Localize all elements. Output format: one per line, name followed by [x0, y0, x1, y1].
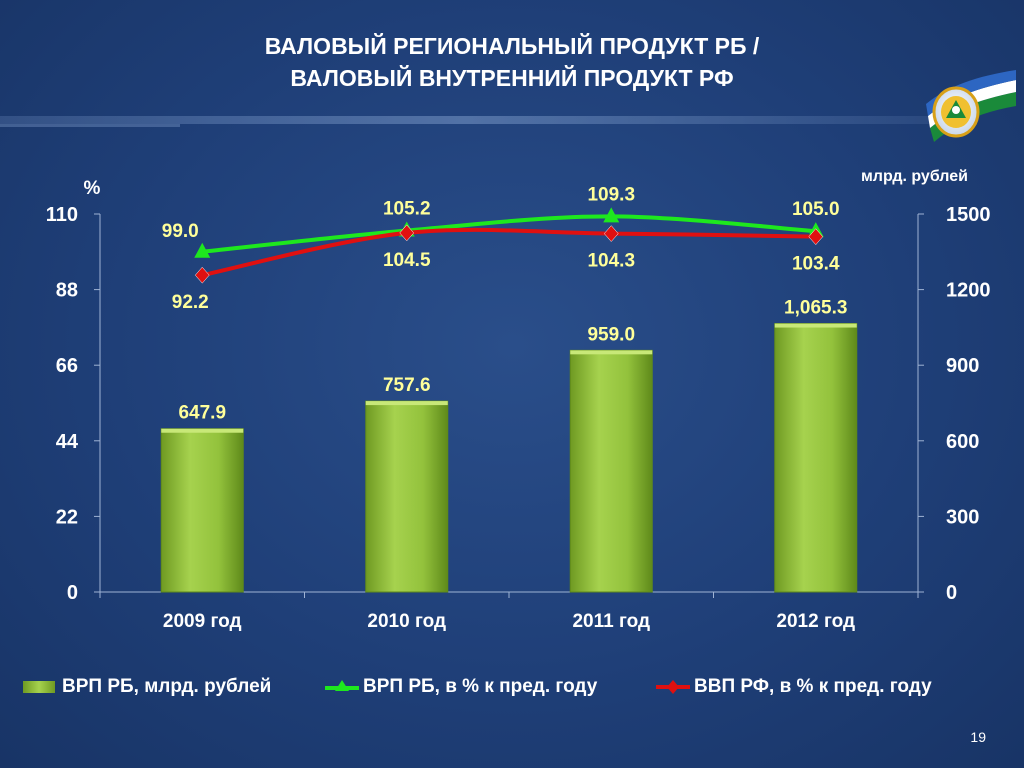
page-number: 19 — [970, 729, 986, 745]
bar — [160, 428, 244, 593]
legend-diamond-line-icon — [656, 680, 690, 694]
legend-item-green-line: ВРП РБ, в % к пред. году — [325, 675, 597, 699]
x-tick-label: 2010 год — [367, 611, 446, 632]
green-series-line — [202, 214, 816, 254]
slide-title-line2: ВАЛОВЫЙ ВНУТРЕННИЙ ПРОДУКТ РФ — [290, 65, 734, 91]
green-data-label: 105.0 — [792, 199, 840, 220]
slide-title-line1: ВАЛОВЫЙ РЕГИОНАЛЬНЫЙ ПРОДУКТ РБ / — [264, 33, 760, 59]
x-tick-label: 2012 год — [776, 611, 855, 632]
green-point-marker — [603, 207, 620, 223]
red-series-line — [201, 227, 816, 278]
red-point-marker — [399, 224, 415, 242]
legend-item-red-line: ВВП РФ, в % к пред. году — [656, 675, 932, 699]
legend-label-red-line: ВВП РФ, в % к пред. году — [694, 676, 932, 697]
green-point-marker — [194, 242, 211, 258]
red-data-label: 104.5 — [383, 250, 431, 271]
line-series — [194, 207, 824, 284]
y-right-tick-label: 1200 — [946, 280, 991, 302]
red-point-marker — [808, 228, 824, 246]
y-left-tick-label: 0 — [67, 582, 78, 604]
bashkortostan-emblem-icon — [926, 70, 1016, 142]
green-data-label: 99.0 — [162, 221, 199, 242]
bar-top-highlight — [570, 350, 653, 355]
y-right-tick-label: 600 — [946, 431, 979, 453]
y-left-axis-label: % — [84, 178, 101, 199]
bar — [365, 400, 449, 593]
bar-top-highlight — [365, 401, 448, 406]
bar-data-label: 959.0 — [587, 324, 635, 345]
bar-data-label: 757.6 — [383, 375, 431, 396]
bar-data-label: 647.9 — [178, 403, 226, 424]
bar — [569, 349, 653, 593]
title-divider — [0, 116, 930, 124]
red-point-marker — [603, 225, 619, 242]
y-right-axis-label: млрд. рублей — [861, 168, 968, 185]
y-left-tick-label: 88 — [56, 280, 78, 302]
red-point-marker — [194, 266, 210, 284]
green-data-label: 109.3 — [587, 184, 635, 205]
legend-triangle-line-icon — [325, 680, 359, 691]
y-right-tick-label: 900 — [946, 355, 979, 377]
bar-top-highlight — [161, 428, 244, 433]
red-data-label: 103.4 — [792, 254, 840, 275]
bar — [774, 323, 858, 593]
x-tick-label: 2009 год — [163, 611, 242, 632]
y-left-tick-label: 22 — [56, 506, 78, 528]
legend-label-bar: ВРП РБ, млрд. рублей — [62, 676, 272, 697]
chart-legend: ВРП РБ, млрд. рублей ВРП РБ, в % к пред.… — [0, 675, 1024, 699]
y-right-tick-label: 300 — [946, 506, 979, 528]
legend-item-bar: ВРП РБ, млрд. рублей — [22, 675, 271, 699]
data-labels: 647.9 757.6 959.0 1,065.3 99.0 105.2 109.3 105.… — [162, 184, 848, 423]
y-left-tick-label: 110 — [46, 204, 78, 226]
legend-bar-swatch-icon — [23, 681, 55, 693]
y-left-tick-label: 44 — [56, 431, 79, 453]
legend-label-green-line: ВРП РБ, в % к пред. году — [363, 676, 598, 697]
green-data-label: 105.2 — [383, 198, 431, 219]
x-tick-label: 2011 год — [572, 611, 650, 632]
bar-data-label: 1,065.3 — [784, 298, 847, 319]
bar-top-highlight — [774, 323, 857, 328]
red-data-label: 104.3 — [587, 251, 635, 272]
bar-series — [160, 323, 858, 593]
y-right-tick-label: 1500 — [946, 204, 991, 226]
title-divider-accent — [0, 124, 180, 127]
y-right-tick-label: 0 — [946, 582, 957, 604]
axis-ticks: 110 88 66 44 22 0 1500 1200 900 600 300 0 2009 год 20… — [46, 168, 991, 632]
red-data-label: 92.2 — [172, 292, 209, 313]
y-left-tick-label: 66 — [56, 355, 78, 377]
